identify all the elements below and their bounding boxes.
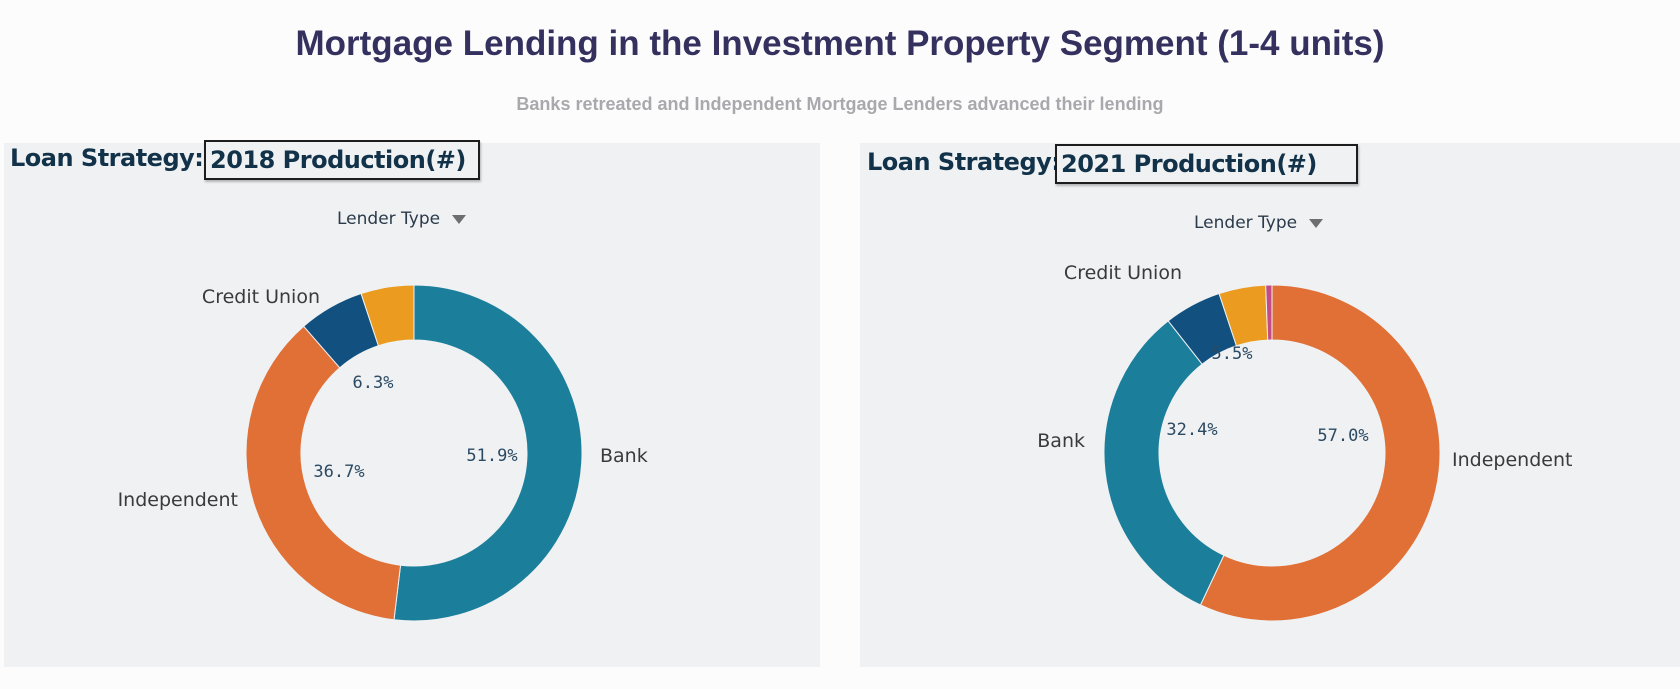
donut-chart-2018: Bank 51.9% Independent 36.7% Credit Union 6.3… bbox=[118, 284, 648, 622]
percent-label-independent: 36.7% bbox=[313, 462, 364, 482]
chart-panel-2021: Loan Strategy: 2021 Production(#) Lender… bbox=[860, 143, 1680, 667]
percent-label-bank: 32.4% bbox=[1166, 420, 1217, 440]
donut-chart-2021: Independent 57.0% Bank 32.4% Credit Union 5.5… bbox=[1037, 262, 1572, 622]
percent-label-bank: 51.9% bbox=[466, 446, 517, 466]
slice-bank bbox=[393, 284, 583, 622]
slice-label-independent: Independent bbox=[118, 489, 238, 511]
slice-label-independent: Independent bbox=[1452, 449, 1572, 471]
production-selector[interactable]: 2018 Production(#) bbox=[204, 140, 480, 180]
lender-type-filter[interactable]: Lender Type bbox=[1194, 213, 1324, 233]
page-subtitle: Banks retreated and Independent Mortgage… bbox=[516, 94, 1164, 114]
slice-label-credit-union: Credit Union bbox=[1064, 262, 1182, 284]
percent-label-independent: 57.0% bbox=[1317, 426, 1368, 446]
slice-label-bank: Bank bbox=[1037, 430, 1085, 452]
slice-independent bbox=[1199, 284, 1441, 622]
percent-label-credit-union: 5.5% bbox=[1212, 344, 1253, 364]
slice-other bbox=[360, 284, 415, 347]
lender-type-filter-label: Lender Type bbox=[337, 209, 441, 229]
loan-strategy-label: Loan Strategy: bbox=[867, 148, 1061, 176]
percent-label-credit-union: 6.3% bbox=[353, 373, 394, 393]
loan-strategy-label: Loan Strategy: bbox=[10, 144, 204, 172]
page-title: Mortgage Lending in the Investment Prope… bbox=[295, 24, 1385, 63]
slice-label-credit-union: Credit Union bbox=[202, 286, 320, 308]
slice-label-bank: Bank bbox=[600, 445, 648, 467]
production-selector[interactable]: 2021 Production(#) bbox=[1055, 144, 1358, 184]
dropdown-caret-icon bbox=[452, 214, 467, 224]
slice-other-2 bbox=[1265, 284, 1273, 341]
slice-independent bbox=[245, 325, 402, 621]
chart-panel-2018: Loan Strategy: 2018 Production(#) Lender… bbox=[4, 140, 820, 667]
slice-bank bbox=[1103, 320, 1225, 606]
dropdown-caret-icon bbox=[1309, 218, 1324, 228]
lender-type-filter-label: Lender Type bbox=[1194, 213, 1298, 233]
lender-type-filter[interactable]: Lender Type bbox=[337, 209, 467, 229]
